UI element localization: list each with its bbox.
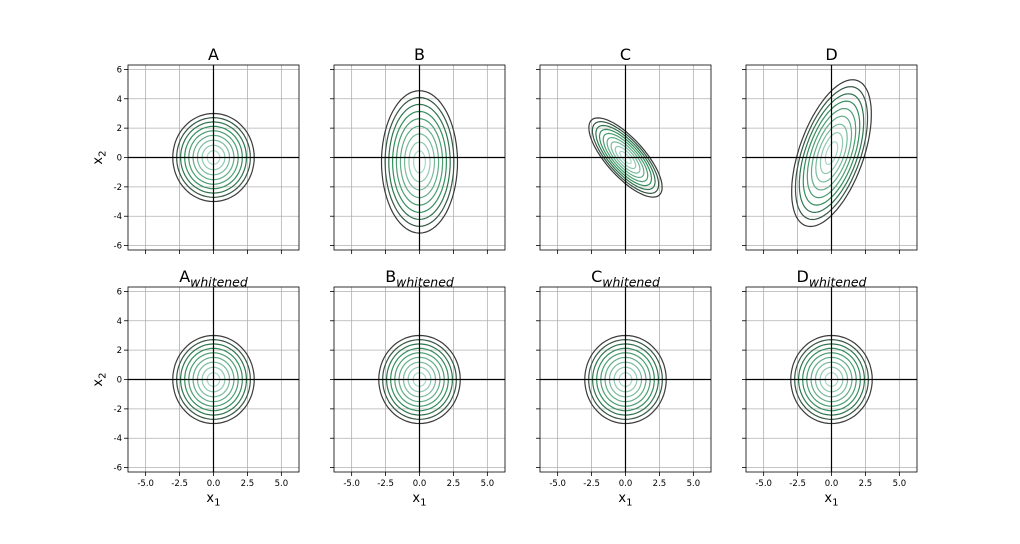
x-tick-label: 0.0 [825, 479, 839, 489]
x-tick-label: 5.0 [687, 479, 701, 489]
x-tick-label: 0.0 [413, 479, 427, 489]
contour-line [591, 120, 660, 195]
y-tick-label: 2 [117, 346, 122, 356]
x-tick-label: -5.0 [755, 479, 772, 489]
subplot-title: Awhitened [179, 267, 248, 289]
subplot-3: C [536, 45, 712, 254]
x-tick-label: 5.0 [481, 479, 495, 489]
y-tick-label: 2 [117, 124, 122, 134]
contour-line [806, 107, 857, 199]
x-tick-label: -5.0 [343, 479, 360, 489]
contour-line [610, 141, 641, 174]
subplot-4: D [742, 45, 918, 254]
x-axis-label: x1 [206, 491, 220, 509]
y-tick-label: 4 [117, 95, 122, 105]
x-tick-label: 2.5 [241, 479, 255, 489]
y-axis-label: x2 [91, 372, 109, 386]
contour-line [598, 128, 653, 187]
subplot-5: -6 -4 -2 0 2 4 6 -5.0 -2.5 0.0 2.5 5.0 Awhitened x1 x2 [91, 267, 300, 509]
subplot-title: D [825, 45, 837, 64]
x-tick-label: -2.5 [789, 479, 806, 489]
subplot-title: A [208, 45, 219, 64]
subplot-title: Bwhitened [385, 267, 454, 289]
subplot-2: B [330, 45, 506, 254]
y-tick-label: -4 [114, 434, 122, 444]
contour-line [810, 115, 853, 191]
x-tick-label: 2.5 [653, 479, 667, 489]
subplot-title: Dwhitened [797, 267, 867, 289]
y-tick-label: -6 [114, 242, 122, 252]
subplot-6: -5.0 -2.5 0.0 2.5 5.0 Bwhitened x1 [330, 267, 506, 509]
contour-line [614, 145, 637, 170]
x-tick-label: 2.5 [447, 479, 461, 489]
contour-line [794, 86, 869, 221]
x-tick-label: 0.0 [207, 479, 221, 489]
contour-line [595, 124, 656, 191]
x-tick-label: -2.5 [171, 479, 188, 489]
contour-line [588, 117, 663, 198]
subplot-title: C [620, 45, 631, 64]
x-tick-label: 5.0 [893, 479, 907, 489]
x-tick-label: -5.0 [137, 479, 154, 489]
y-tick-label: 4 [117, 317, 122, 327]
contour-line [815, 123, 848, 183]
contour-line [798, 93, 865, 214]
y-tick-label: 0 [117, 376, 122, 386]
contour-line [602, 132, 649, 183]
y-axis-label: x2 [91, 150, 109, 164]
x-tick-label: 5.0 [275, 479, 289, 489]
subplot-1: -6 -4 -2 0 2 4 6 Ax2 [91, 45, 300, 254]
x-tick-label: -5.0 [549, 479, 566, 489]
y-tick-label: -4 [114, 212, 122, 222]
x-axis-label: x1 [412, 491, 426, 509]
y-tick-label: -2 [114, 405, 122, 415]
subplot-title: B [414, 45, 425, 64]
y-tick-label: -6 [114, 464, 122, 474]
subplot-title: Cwhitened [591, 267, 660, 289]
contour-line [791, 79, 872, 228]
y-tick-label: -2 [114, 183, 122, 193]
subplot-8: -5.0 -2.5 0.0 2.5 5.0 Dwhitened x1 [742, 267, 918, 509]
x-tick-label: 2.5 [859, 479, 873, 489]
x-axis-label: x1 [618, 491, 632, 509]
y-tick-label: 6 [117, 65, 122, 75]
x-axis-label: x1 [824, 491, 838, 509]
x-tick-label: -2.5 [377, 479, 394, 489]
x-tick-label: -2.5 [583, 479, 600, 489]
contour-line [819, 132, 844, 175]
contour-line [802, 100, 861, 206]
contour-line [824, 141, 839, 165]
subplot-7: -5.0 -2.5 0.0 2.5 5.0 Cwhitened x1 [536, 267, 712, 509]
y-tick-label: 6 [117, 287, 122, 297]
x-tick-label: 0.0 [619, 479, 633, 489]
y-tick-label: 0 [117, 154, 122, 164]
contour-line [619, 150, 632, 165]
contour-line [606, 136, 645, 179]
